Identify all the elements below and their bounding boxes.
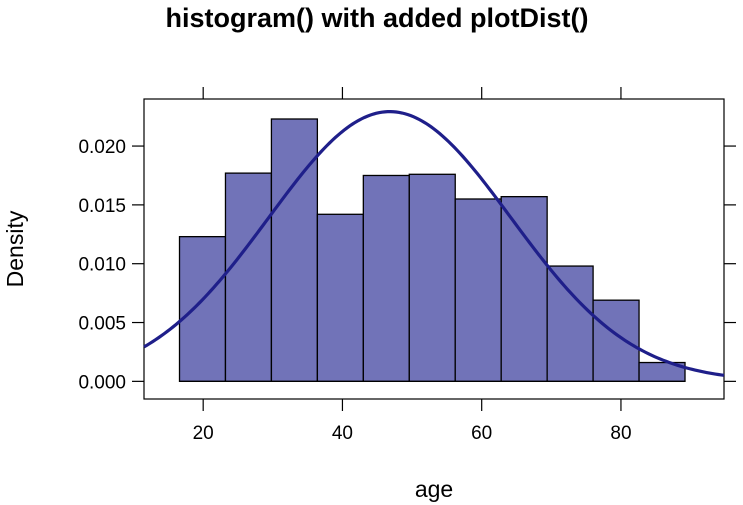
x-axis-title: age [415, 476, 453, 502]
y-tick-label: 0.005 [78, 314, 126, 335]
y-tick-label: 0.015 [78, 196, 126, 217]
chart-title: histogram() with added plotDist() [166, 3, 589, 33]
histogram-bar [362, 174, 410, 383]
histogram-bars [178, 118, 686, 383]
histogram-bar [316, 213, 364, 383]
histogram-bar [592, 299, 640, 383]
histogram-bar [270, 118, 319, 383]
density-curve [143, 110, 725, 377]
histogram-bar [454, 198, 502, 383]
y-axis-title: Density [2, 210, 28, 287]
y-tick-label: 0.020 [78, 137, 126, 158]
x-tick-label: 80 [610, 423, 631, 444]
y-axis: 0.000 0.005 0.010 0.015 0.020 [78, 137, 736, 393]
histogram-bar [178, 235, 227, 383]
plot-panel [143, 98, 725, 400]
y-tick-label: 0.000 [78, 372, 126, 393]
histogram-bar [500, 195, 548, 383]
x-axis: 20 40 60 80 [193, 87, 632, 444]
histogram-bar [546, 265, 594, 383]
x-tick-label: 40 [332, 423, 353, 444]
x-tick-label: 60 [471, 423, 492, 444]
histogram-bar [224, 172, 273, 383]
histogram-bar [408, 173, 456, 383]
y-tick-label: 0.010 [78, 255, 126, 276]
x-tick-label: 20 [193, 423, 214, 444]
